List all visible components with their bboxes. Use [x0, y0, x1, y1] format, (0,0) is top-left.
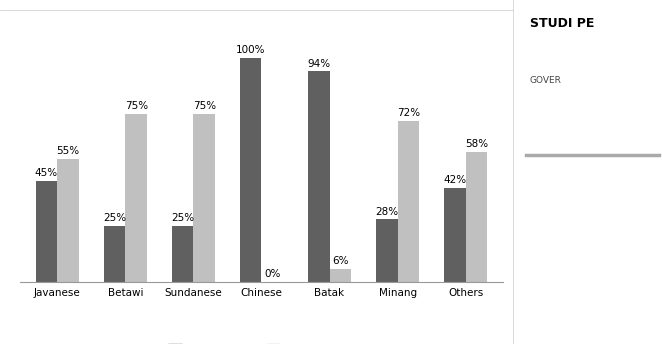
Text: 28%: 28%	[375, 206, 399, 217]
Text: 25%: 25%	[103, 213, 126, 223]
Text: 55%: 55%	[57, 146, 79, 156]
Bar	[465, 152, 487, 282]
Text: 25%: 25%	[171, 213, 194, 223]
Bar	[58, 159, 79, 282]
Bar	[240, 58, 261, 282]
Text: GOVER: GOVER	[530, 76, 561, 85]
Text: 42%: 42%	[444, 175, 466, 185]
Bar	[398, 120, 420, 282]
Text: 94%: 94%	[307, 58, 330, 68]
Text: 58%: 58%	[465, 139, 488, 149]
Text: 75%: 75%	[193, 101, 216, 111]
Bar	[171, 226, 193, 282]
Text: 0%: 0%	[264, 269, 281, 279]
Bar	[444, 188, 465, 282]
Text: 45%: 45%	[35, 169, 58, 179]
Text: 72%: 72%	[397, 108, 420, 118]
Text: STUDI PE: STUDI PE	[530, 17, 594, 30]
Bar	[125, 114, 147, 282]
Bar	[103, 226, 125, 282]
Text: 75%: 75%	[124, 101, 148, 111]
Text: 100%: 100%	[236, 45, 265, 55]
Bar	[193, 114, 215, 282]
Text: 6%: 6%	[332, 256, 349, 266]
Bar	[376, 219, 398, 282]
Bar	[330, 269, 352, 282]
Bar	[36, 181, 58, 282]
Bar	[308, 71, 330, 282]
